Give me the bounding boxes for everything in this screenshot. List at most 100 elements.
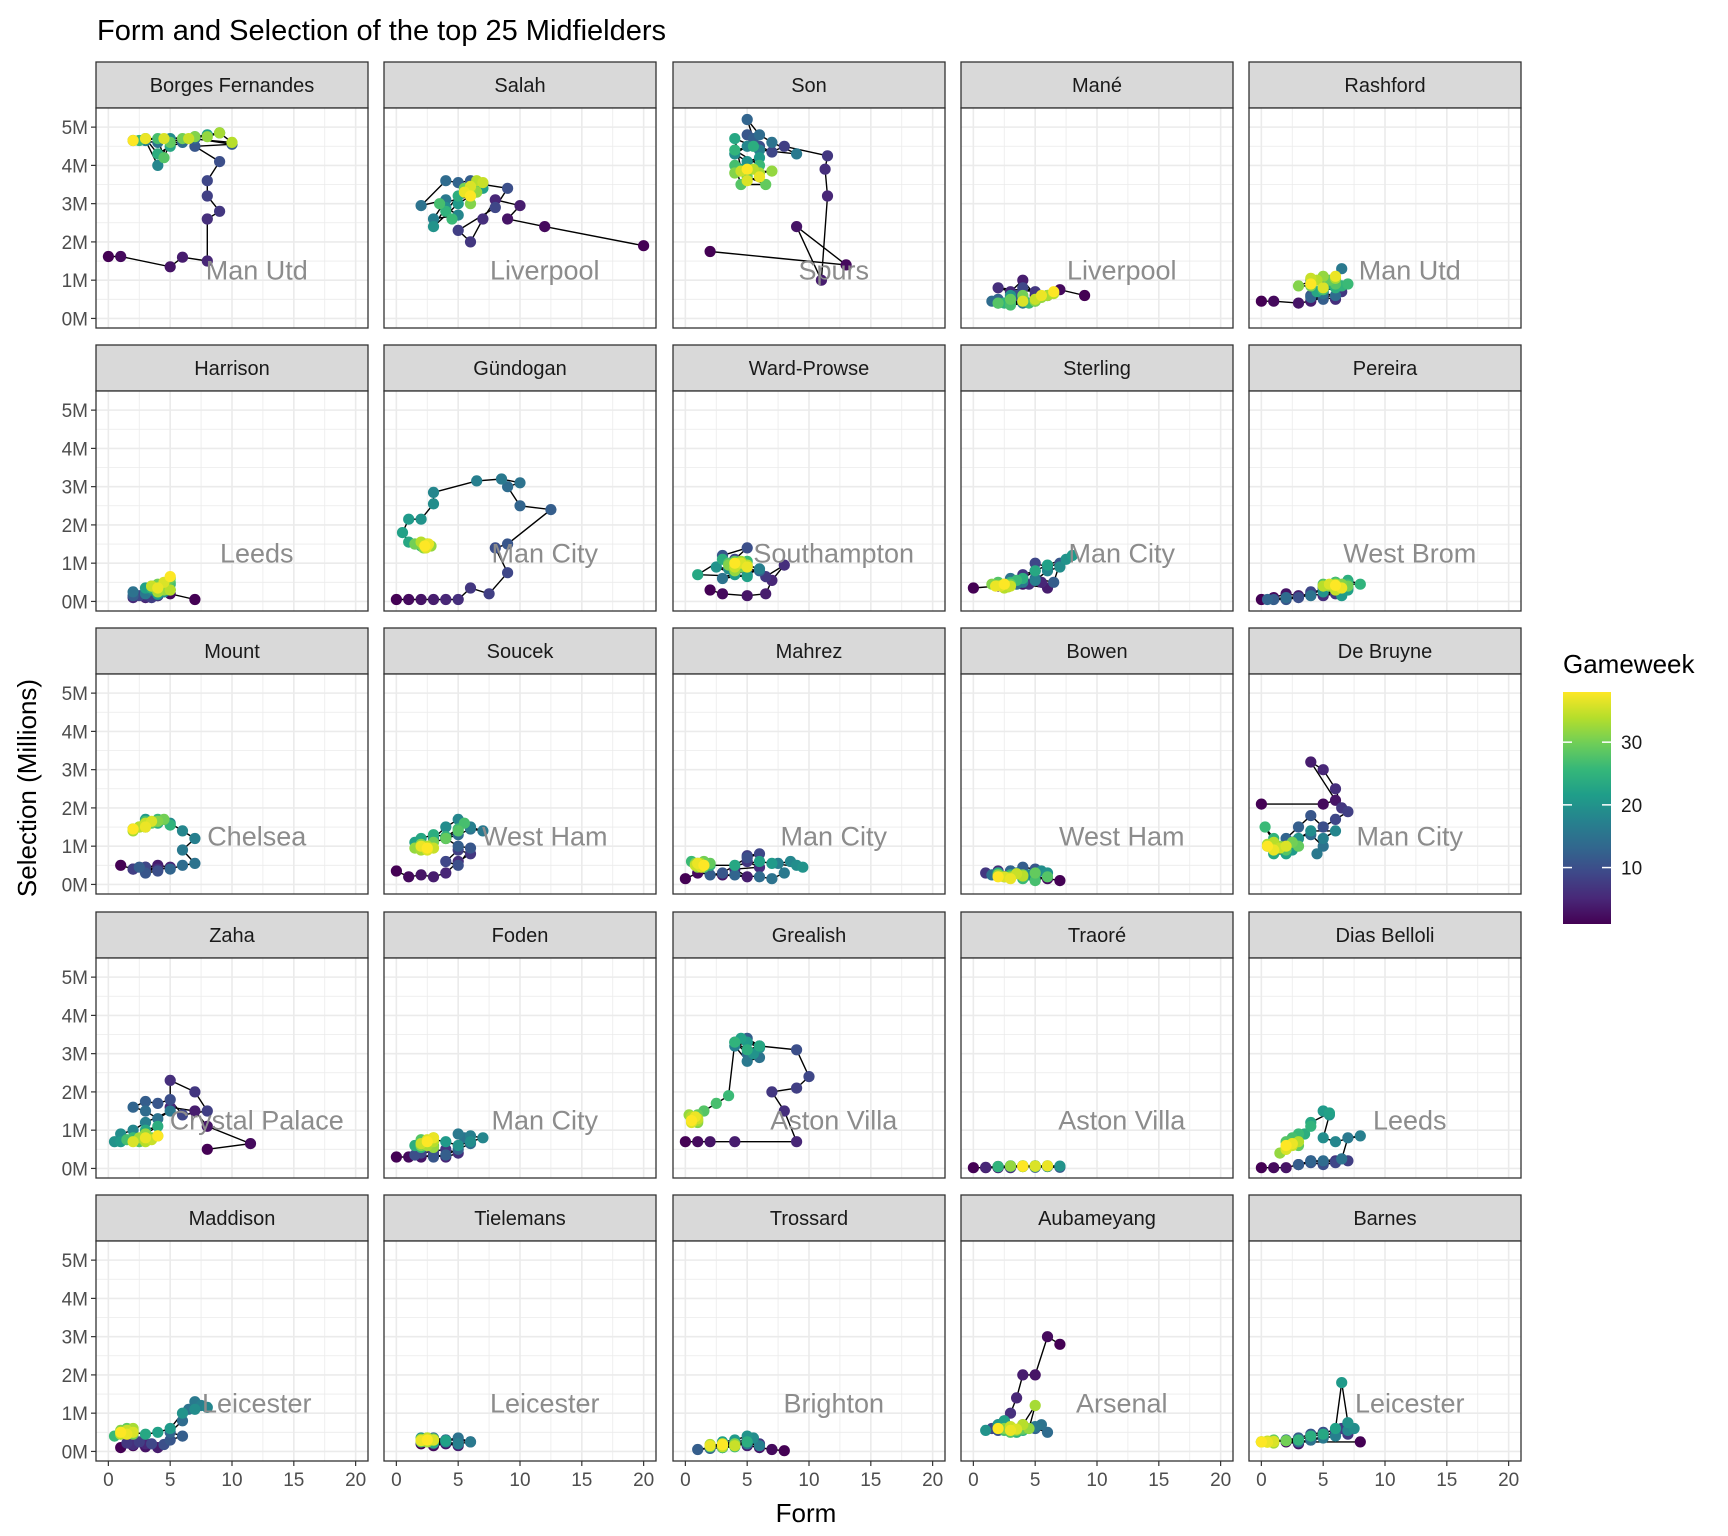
facet-strip-label: Rashford <box>1344 75 1425 97</box>
data-point <box>452 224 464 236</box>
x-tick-label: 0 <box>968 1470 979 1491</box>
legend-color-bar <box>1563 692 1611 924</box>
data-point <box>753 1040 766 1052</box>
facet-strip-label: Zaha <box>209 925 255 947</box>
legend-title: Gameweek <box>1563 649 1695 679</box>
y-tick-label: 1M <box>62 1404 88 1425</box>
data-point <box>201 190 213 202</box>
facet-strip <box>383 344 657 392</box>
data-point <box>1329 783 1342 795</box>
data-point <box>164 1094 176 1106</box>
facet-strip-label: Dias Belloli <box>1336 925 1435 947</box>
data-point <box>1305 825 1317 837</box>
form-selection-path <box>710 119 849 283</box>
panel-border <box>960 107 1234 329</box>
data-point <box>1041 559 1054 571</box>
data-point <box>1268 1162 1280 1174</box>
y-tick-label: 4M <box>62 156 88 177</box>
facet-panel: Ward-Prowse Southampton <box>672 344 946 612</box>
data-point <box>840 259 852 271</box>
data-point <box>1004 873 1017 885</box>
data-point <box>1280 1162 1292 1174</box>
panel-border <box>1248 390 1522 612</box>
data-point <box>1292 1434 1305 1446</box>
y-tick-label: 5M <box>62 118 88 139</box>
data-point <box>152 1426 164 1438</box>
data-point <box>152 1097 164 1109</box>
panel-border <box>95 957 369 1179</box>
data-point <box>1305 1155 1317 1167</box>
data-point <box>189 857 201 870</box>
team-label: Man City <box>780 822 887 852</box>
panel-border <box>672 673 946 895</box>
data-point <box>502 213 514 225</box>
y-tick-label: 1M <box>62 271 88 292</box>
facet-strip <box>672 344 946 392</box>
facet-panel: Traoré Aston Villa <box>960 911 1234 1179</box>
data-point <box>201 255 213 267</box>
data-point <box>164 571 176 583</box>
panel-border <box>383 957 657 1179</box>
x-tick-label: 15 <box>283 1470 304 1491</box>
data-point <box>729 144 741 156</box>
data-point <box>1305 590 1317 602</box>
data-point <box>778 1445 790 1457</box>
data-point <box>1317 1428 1329 1440</box>
facet-panel: Borges Fernandes Man Utd 0M 1M 2M 3M 4M 5M <box>62 61 369 330</box>
data-point <box>741 1055 753 1067</box>
data-point <box>452 859 464 871</box>
facet-strip-label: Aubameyang <box>1038 1208 1156 1230</box>
data-point <box>489 194 501 206</box>
data-point <box>766 1443 778 1456</box>
data-point <box>791 1082 803 1094</box>
x-tick-label: 5 <box>453 1470 464 1491</box>
facet-strip <box>960 1194 1234 1242</box>
data-point <box>201 131 213 143</box>
data-point <box>164 1434 176 1446</box>
y-tick-label: 3M <box>62 1328 88 1349</box>
data-point <box>464 1436 477 1448</box>
data-point <box>127 134 139 147</box>
data-point <box>716 572 729 585</box>
data-point <box>741 561 753 573</box>
data-point <box>214 127 226 139</box>
facet-panel: Trossard Brighton 0 5 10 15 20 <box>672 1194 946 1491</box>
facet-panel: Salah Liverpool <box>383 61 657 329</box>
facet-panel: Grealish Aston Villa <box>672 911 946 1179</box>
data-point <box>980 1161 992 1173</box>
team-label: West Ham <box>482 822 608 852</box>
data-point <box>1255 798 1267 810</box>
panel-border <box>383 673 657 895</box>
y-tick-label: 2M <box>62 516 88 537</box>
y-tick-label: 3M <box>62 195 88 216</box>
data-point <box>427 593 440 606</box>
data-point <box>1292 280 1305 292</box>
data-point <box>1079 289 1091 302</box>
data-point <box>452 1139 464 1152</box>
facet-panel: Maddison Leicester 0M 1M 2M 3M 4M 5M 0 5 10 15 20 <box>62 1194 369 1491</box>
data-point <box>183 133 195 145</box>
facet-strip <box>672 61 946 109</box>
data-point <box>464 236 477 248</box>
y-tick-label: 1M <box>62 554 88 575</box>
data-point <box>1317 282 1329 294</box>
data-point <box>791 221 803 233</box>
facet-strip-label: Traoré <box>1068 925 1126 947</box>
data-point <box>1342 278 1354 290</box>
data-point <box>716 588 729 600</box>
data-point <box>741 852 753 864</box>
data-point <box>415 200 427 212</box>
team-label: Man Utd <box>1359 256 1461 286</box>
data-point <box>1317 1132 1329 1144</box>
data-point <box>1317 798 1329 810</box>
data-point <box>127 823 139 835</box>
facet-strip <box>1248 1194 1522 1242</box>
panel-border <box>95 107 369 329</box>
data-point <box>390 1151 402 1163</box>
data-point <box>201 1105 213 1117</box>
data-point <box>716 1439 729 1451</box>
data-point <box>1041 871 1054 883</box>
data-point <box>1029 1369 1041 1381</box>
x-tick-label: 5 <box>1318 1470 1329 1491</box>
facet-strip <box>960 911 1234 959</box>
